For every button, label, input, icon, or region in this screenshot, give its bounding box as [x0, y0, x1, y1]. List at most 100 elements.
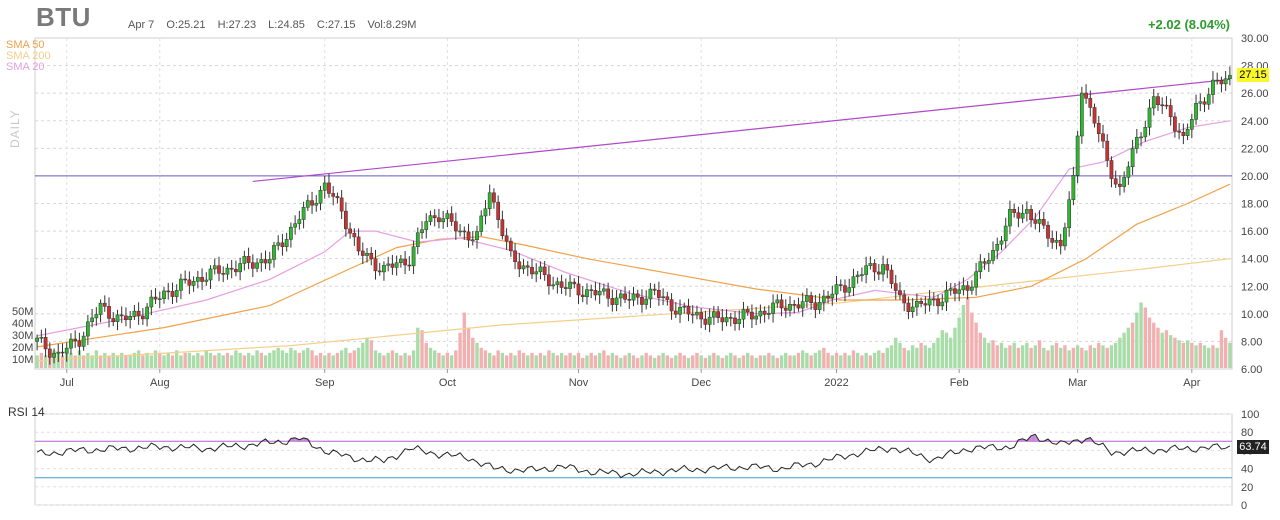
low-value: L:24.85 [268, 19, 305, 31]
candle-up [386, 263, 391, 266]
candle-down [876, 271, 881, 275]
volume-bar [301, 350, 306, 368]
candle-down [762, 310, 767, 315]
candle-down [60, 351, 65, 354]
volume-bar [792, 355, 796, 368]
candle-up [741, 309, 746, 320]
candle-up [847, 287, 852, 293]
volume-bar [1130, 322, 1135, 368]
candle-down [1202, 101, 1207, 105]
volume-bar [695, 352, 699, 368]
period-label: DAILY [8, 109, 22, 148]
volume-bar [504, 355, 509, 368]
candle-down [843, 285, 847, 293]
candle-up [800, 301, 805, 309]
candle-down [1033, 219, 1038, 224]
candle-up [1025, 209, 1029, 214]
volume-bar [1046, 350, 1050, 368]
volume-bar [60, 355, 65, 368]
candle-up [707, 316, 712, 325]
candle-down [982, 261, 987, 264]
volume-bar [1054, 342, 1059, 368]
candle-up [225, 267, 230, 275]
candle-up [128, 316, 133, 320]
candlesticks [35, 66, 1232, 365]
volume-bar [589, 352, 593, 368]
candle-down [348, 228, 352, 234]
volume-bar [534, 355, 538, 368]
candle-down [1160, 104, 1165, 107]
candle-up [585, 289, 589, 297]
candle-down [250, 262, 255, 269]
volume-bar [547, 350, 551, 368]
volume-bar [416, 327, 420, 368]
candle-down [111, 318, 116, 323]
candle-down [623, 293, 627, 300]
candle-down [728, 317, 733, 319]
candle-down [453, 221, 458, 232]
candle-down [686, 305, 691, 315]
candle-up [132, 310, 137, 317]
candle-up [162, 290, 166, 299]
candle-up [1067, 199, 1072, 229]
ticker-symbol: BTU [36, 2, 91, 32]
candle-down [246, 256, 251, 263]
volume-bar [314, 355, 318, 368]
volume-bar [373, 350, 378, 368]
candle-up [1008, 209, 1012, 227]
volume-bar [35, 355, 39, 368]
candle-up [479, 215, 484, 232]
volume-bar [729, 352, 733, 368]
sma-20-line [36, 120, 1230, 337]
rsi-overbought-fill [1031, 434, 1036, 442]
volume-bar [1139, 302, 1143, 368]
volume-bar [284, 352, 289, 368]
candle-up [775, 299, 780, 304]
candle-down [809, 295, 814, 303]
candle-up [424, 221, 429, 230]
volume-bar [720, 357, 725, 368]
volume-bar [1168, 335, 1173, 368]
candle-down [826, 295, 830, 299]
rsi-label: RSI 14 [8, 405, 45, 419]
volume-bar [822, 347, 826, 368]
volume-bar [978, 332, 983, 368]
candle-down [906, 302, 911, 312]
candle-up [445, 213, 450, 219]
volume-bar [1194, 345, 1198, 368]
volume-bar [1147, 317, 1152, 368]
volume-bar [657, 355, 661, 368]
candle-up [1198, 101, 1203, 104]
volume-bar [454, 350, 458, 368]
volume-bar [145, 352, 149, 368]
legend-sma-200: SMA 200 [6, 50, 51, 62]
candle-up [212, 265, 217, 270]
candle-down [703, 318, 708, 325]
volume-bar [280, 350, 285, 368]
candle-down [140, 315, 145, 320]
candle-up [834, 284, 839, 295]
candle-up [555, 281, 560, 286]
candle-up [1079, 92, 1084, 137]
volume-bar [339, 350, 344, 368]
last-price-tag: 27.15 [1237, 68, 1269, 82]
candle-up [1147, 107, 1152, 128]
candle-down [1012, 209, 1017, 213]
volume-bar [737, 357, 741, 368]
candle-down [580, 294, 585, 297]
volume-bar [674, 355, 678, 368]
volume-bar [593, 355, 598, 368]
rsi-tick-label: 100 [1241, 409, 1259, 421]
ohlc-readout: Apr 7 O:25.21 H:27.23 L:24.85 C:27.15 Vo… [128, 19, 425, 31]
volume-bar [877, 350, 881, 368]
candle-down [1173, 116, 1177, 132]
volume-bar [128, 355, 132, 368]
candle-up [682, 305, 687, 308]
volume-bar [263, 355, 268, 368]
volume-bar [623, 355, 627, 368]
candle-up [382, 265, 386, 273]
volume-bar [800, 350, 805, 368]
volume-bar [1080, 347, 1084, 368]
volume-bar [399, 355, 403, 368]
candle-up [98, 302, 103, 315]
